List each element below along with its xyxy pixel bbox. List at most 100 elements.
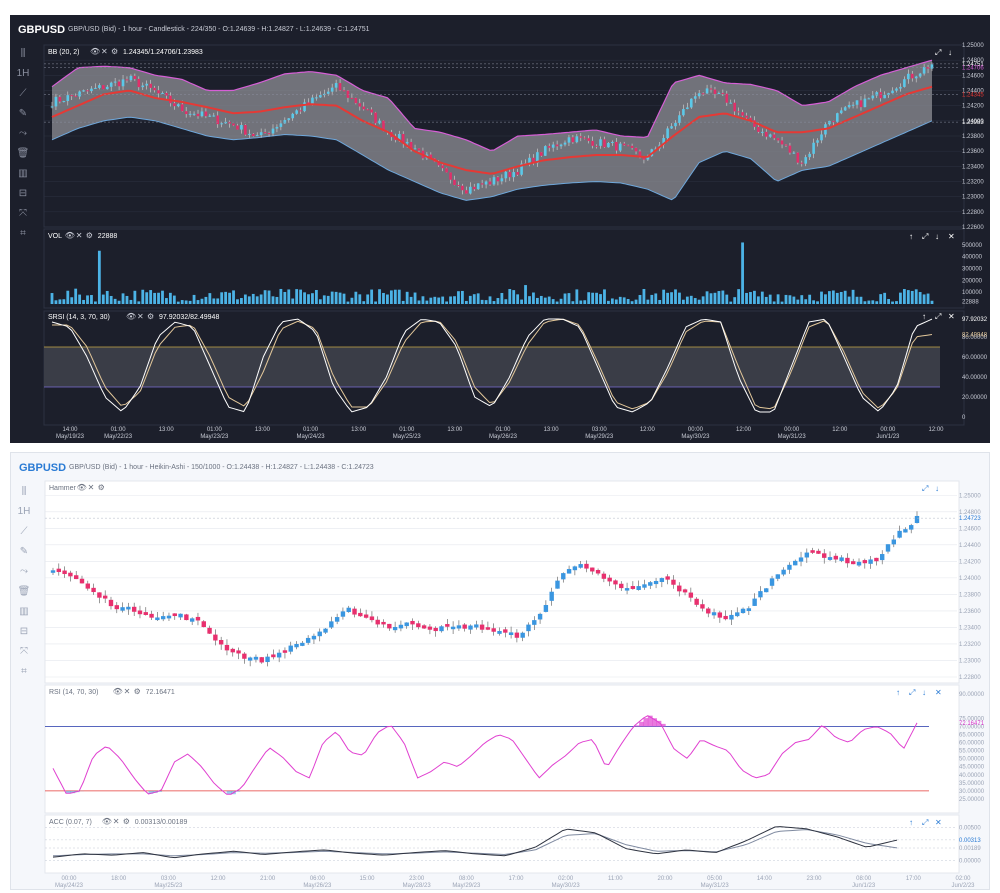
- move-down-icon[interactable]: ↓: [935, 232, 939, 241]
- rsi-overbought-fill: [821, 725, 827, 727]
- trash-icon[interactable]: 🗑: [16, 148, 30, 159]
- candle-body: [847, 104, 851, 108]
- volume-bar: [666, 292, 670, 304]
- pencil-icon[interactable]: ✎: [19, 546, 29, 557]
- candle-body: [392, 626, 398, 631]
- volume-bar: [413, 292, 417, 304]
- fullscreen-icon[interactable]: ⤧: [20, 646, 28, 657]
- candle-body: [686, 107, 689, 110]
- volume-bar: [204, 296, 208, 304]
- x-tick-time: 12:00: [640, 427, 656, 433]
- expand-icon[interactable]: ⤢: [908, 688, 915, 697]
- rsi-oversold-fill: [226, 790, 232, 795]
- volume-bar: [646, 299, 650, 304]
- candle-body: [503, 629, 508, 633]
- volume-bar: [184, 300, 188, 304]
- candle-body: [859, 100, 863, 108]
- y-tick-label: 1.24800: [962, 58, 984, 64]
- volume-bar: [524, 285, 527, 304]
- candle-body: [450, 626, 456, 630]
- symbol-label[interactable]: GBPUSD: [18, 24, 66, 36]
- move-down-icon[interactable]: ↓: [935, 484, 939, 493]
- crosshair-icon[interactable]: ⌗: [21, 666, 27, 677]
- volume-bar: [756, 296, 760, 304]
- close-pane-icon[interactable]: ✕: [935, 688, 942, 697]
- timeframe-icon[interactable]: 1H: [17, 506, 31, 517]
- pattern-icon[interactable]: ⤳: [20, 566, 28, 577]
- candle-body: [810, 550, 815, 553]
- fullscreen-icon[interactable]: ⤧: [19, 208, 27, 219]
- candle-body: [480, 183, 484, 185]
- candle-body: [551, 144, 555, 148]
- expand-icon[interactable]: ⤢: [934, 312, 941, 321]
- move-up-icon[interactable]: ↑: [909, 232, 913, 241]
- trendline-icon[interactable]: ⟋: [20, 526, 28, 537]
- candle-body: [536, 152, 539, 164]
- volume-bar: [804, 299, 808, 304]
- candle-body: [741, 112, 744, 116]
- timeframe-icon[interactable]: 1H: [16, 68, 30, 79]
- candle-body: [723, 615, 728, 620]
- volume-bar: [90, 295, 93, 304]
- expand-icon[interactable]: ⤢: [921, 818, 928, 827]
- trash-icon[interactable]: 🗑: [17, 586, 31, 597]
- pattern-icon[interactable]: ⤳: [19, 128, 27, 139]
- move-down-icon[interactable]: ↓: [922, 688, 926, 697]
- candle-body: [879, 92, 882, 99]
- y-tick-label: 75.00000: [959, 716, 985, 722]
- expand-icon[interactable]: ⤢: [921, 232, 928, 241]
- volume-bar: [78, 294, 82, 304]
- candle-body: [868, 559, 873, 564]
- volume-bar: [70, 297, 74, 304]
- layout-icon[interactable]: ⊟: [18, 188, 28, 199]
- x-tick-date: May/23/23: [200, 434, 229, 440]
- volume-bar: [113, 298, 117, 304]
- close-pane-icon[interactable]: ✕: [948, 312, 955, 321]
- expand-icon[interactable]: ⤢: [934, 48, 941, 57]
- move-up-icon[interactable]: ↑: [922, 312, 926, 321]
- volume-bar: [792, 296, 796, 304]
- indicator-icon[interactable]: ▥: [19, 606, 29, 617]
- indicator-icon[interactable]: ▥: [18, 168, 28, 179]
- candle-body: [851, 104, 855, 106]
- move-down-icon[interactable]: ↓: [948, 48, 952, 57]
- candle-body: [362, 106, 366, 110]
- trendline-icon[interactable]: ⟋: [19, 88, 27, 99]
- symbol-label[interactable]: GBPUSD: [19, 462, 67, 474]
- candle-body: [563, 142, 567, 145]
- y-tick-label: 1.25000: [962, 43, 984, 49]
- close-pane-icon[interactable]: ✕: [948, 232, 955, 241]
- candle-body: [579, 136, 583, 138]
- chart-type-icon[interactable]: ⫼: [21, 486, 27, 497]
- candle-body: [78, 91, 81, 97]
- rsi-legend-title: RSI (14, 70, 30): [49, 689, 98, 696]
- candle-body: [259, 657, 264, 663]
- light-chart-svg[interactable]: 1.25000 1.24800 1.24600 1.24400 1.24200 1.240…: [11, 453, 990, 890]
- crosshair-icon[interactable]: ⌗: [20, 228, 26, 239]
- candle-body: [706, 608, 711, 614]
- close-pane-icon[interactable]: ✕: [935, 818, 942, 827]
- dark-chart-svg[interactable]: 1.25000 1.24800 1.24600 1.24400 1.24200 1.240…: [10, 15, 990, 443]
- volume-bar: [311, 293, 314, 304]
- candle-body: [682, 589, 688, 593]
- volume-bar: [429, 297, 433, 304]
- expand-icon[interactable]: ⤢: [921, 484, 928, 493]
- candle-body: [880, 554, 885, 561]
- volume-bar: [776, 294, 780, 304]
- volume-bar: [733, 297, 737, 304]
- candle-body: [512, 172, 516, 178]
- candle-body: [670, 126, 673, 129]
- pencil-icon[interactable]: ✎: [18, 108, 28, 119]
- volume-bar: [871, 300, 875, 304]
- chart-type-icon[interactable]: ⫼: [20, 48, 26, 59]
- rsi-overbought-fill: [634, 725, 640, 727]
- move-up-icon[interactable]: ↑: [909, 818, 913, 827]
- layout-icon[interactable]: ⊟: [19, 626, 29, 637]
- move-up-icon[interactable]: ↑: [896, 688, 900, 697]
- volume-bar: [701, 296, 705, 304]
- x-tick-time: 12:00: [928, 427, 944, 433]
- candle-body: [178, 613, 183, 618]
- volume-bar: [105, 290, 109, 304]
- candle-body: [761, 131, 764, 133]
- y-tick-label: 400000: [962, 255, 983, 261]
